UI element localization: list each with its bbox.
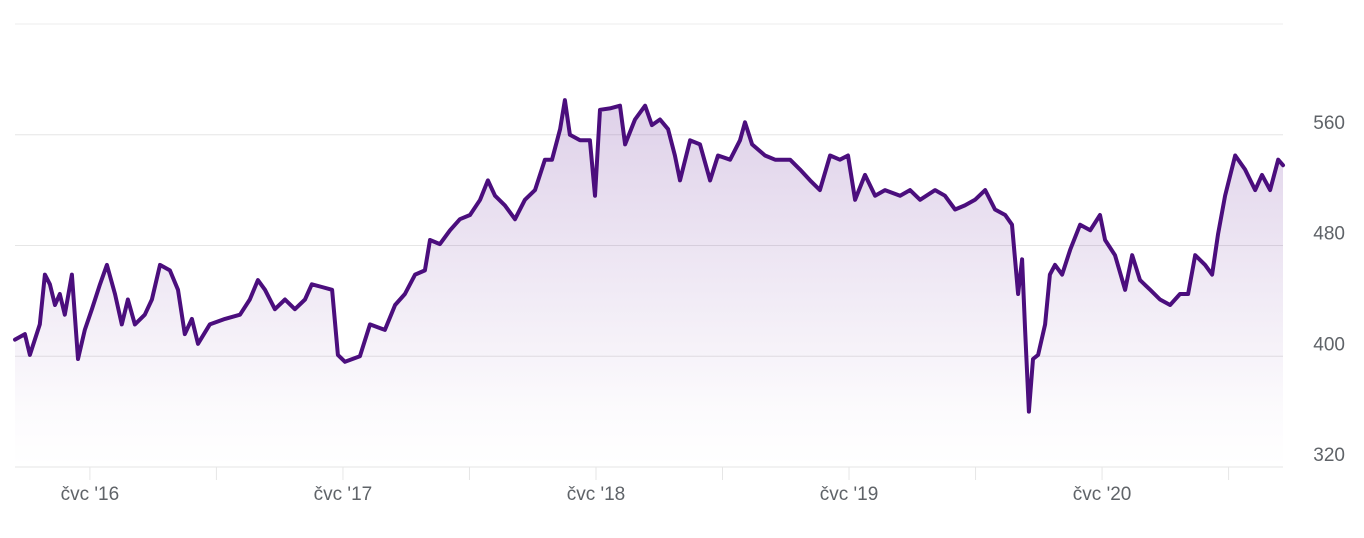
line [13, 98, 1285, 414]
area [15, 100, 1283, 467]
x-tick-label: čvc '17 [314, 484, 373, 505]
x-tick-label: čvc '16 [61, 484, 120, 505]
x-tick-label: čvc '18 [567, 484, 626, 505]
y-tick-label: 480 [1313, 224, 1345, 245]
y-tick-label: 320 [1313, 445, 1345, 466]
y-tick-label: 400 [1313, 334, 1345, 355]
x-tick-label: čvc '20 [1073, 484, 1132, 505]
y-tick-label: 560 [1313, 113, 1345, 134]
x-tick-label: čvc '19 [820, 484, 879, 505]
